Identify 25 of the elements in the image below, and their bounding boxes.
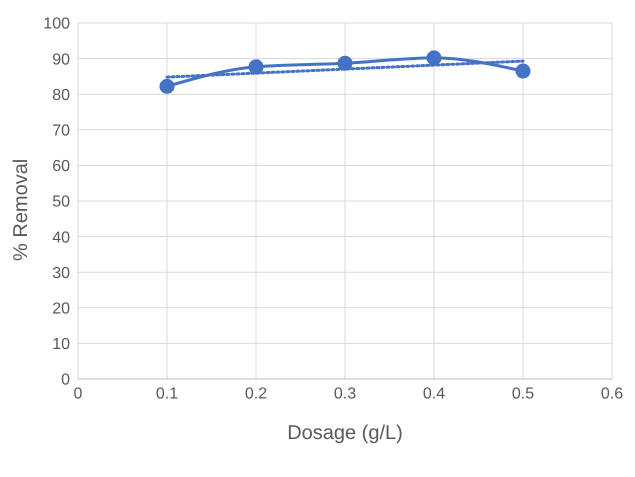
- y-tick-label: 90: [52, 51, 70, 68]
- point: [338, 56, 352, 71]
- x-tick-label: 0.5: [512, 385, 534, 402]
- y-tick-label: 50: [52, 194, 70, 211]
- y-tick-label: 70: [52, 122, 70, 140]
- point: [516, 64, 530, 79]
- point: [160, 78, 174, 94]
- x-tick-label: 0.4: [422, 385, 446, 402]
- y-tick-label: 10: [52, 336, 70, 354]
- y-tick-label: 0: [61, 372, 70, 389]
- y-tick-label: 100: [43, 16, 70, 33]
- x-tick-label: 0.2: [244, 385, 268, 402]
- x-tick-label: 0.6: [600, 385, 624, 402]
- y-tick-label: 20: [52, 300, 70, 318]
- y-tick-label: 60: [52, 158, 70, 176]
- y-tick-label: 40: [52, 229, 70, 246]
- y-tick-label: 30: [52, 264, 70, 282]
- x-tick-label: 0: [74, 385, 83, 402]
- x-tick-label: 0.1: [156, 385, 178, 402]
- y-axis-title: % Removal: [10, 158, 32, 261]
- x-tick-label: 0.3: [334, 385, 356, 402]
- x-axis-title: Dosage (g/L): [287, 422, 403, 444]
- point: [248, 59, 264, 74]
- point: [426, 50, 442, 66]
- y-tick-label: 80: [52, 86, 70, 104]
